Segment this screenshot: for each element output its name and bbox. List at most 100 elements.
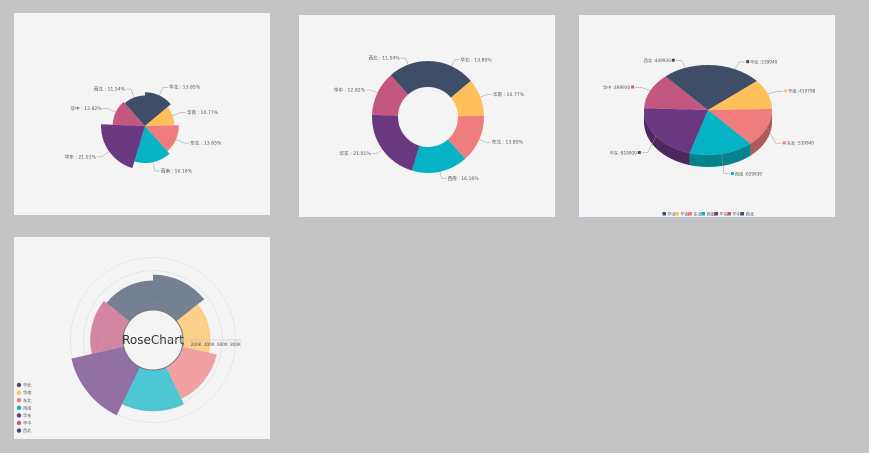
pie3d-side-华东 [644,110,690,166]
rosechart-legend-label-西北[interactable]: 西北 [23,427,32,434]
donut-label-西南-leader [439,171,447,179]
pie3d-slice-东北[interactable] [708,108,772,144]
donut-pie-chart: 华北 : 13.85% 华南 : 10.77% 东北 : 13.85% 西南 : 16… [334,55,525,182]
pie3d-label-swatch-华东 [637,150,641,154]
pie3d-leader-西北 [675,60,686,69]
pie3d-legend-swatch-华南[interactable] [675,212,680,216]
pie3d-label-swatch-华北 [746,60,750,64]
pie3d-label-西北: 西北 :449930 [644,57,671,64]
rosechart-axis-tick: 0 [182,342,185,347]
rosechart-legend-swatch-华南[interactable] [16,390,22,395]
rosechart-slice-东北[interactable] [166,346,217,399]
pie3d-legend-swatch-华东[interactable] [714,212,719,216]
pie3d-slice-华北[interactable] [708,65,757,110]
rosechart-legend-swatch-华北[interactable] [16,382,22,388]
pie3d-leader-华东 [641,136,657,154]
donut-slice-华中[interactable] [372,75,409,116]
rosechart-slice-华南[interactable] [176,304,211,353]
pie3d-legend-swatch-西北[interactable] [740,212,745,216]
pie3d-side-西南 [689,143,751,167]
pie3d-legend-swatch-西南[interactable] [701,212,706,216]
pie3d-slice-华中[interactable] [644,76,708,110]
rose-label-华南: 华南 : 10.77% [187,109,219,116]
donut-label-华南: 华南 : 10.77% [493,91,525,98]
rose-label-华南-leader [172,112,186,116]
rosechart-slice-华北[interactable] [153,274,205,322]
rose-label-西北: 西北 : 11.54% [94,86,126,93]
rosechart-legend-swatch-西南[interactable] [16,405,22,410]
rosechart-legend-label-华东[interactable]: 华东 [23,412,31,419]
rosechart-axis-tick: 200K [191,342,202,347]
donut-label-华中: 华中 : 12.82% [334,86,366,93]
rosechart-legend-label-华中[interactable]: 华中 [23,420,31,427]
rose-label-华东-leader [96,151,110,158]
rosechart-legend-swatch-华中[interactable] [16,420,22,426]
rosechart-legend-swatch-东北[interactable] [16,398,22,403]
rose-slice-华南[interactable] [145,107,175,126]
pie3d-label-swatch-华中 [631,85,635,89]
rose-label-华北-leader [159,86,169,96]
donut-slice-华南[interactable] [450,80,484,117]
pie-3d-chart: 华北 :539940 华南 :419798 东北 :539940 西南 :629930… [603,57,816,217]
rose-label-东北-leader [175,139,190,144]
rose-pie-panel: 华北 : 13.85% 华南 : 10.77% 东北 : 13.85% 西南 : 16… [13,12,271,216]
pie3d-slice-华南[interactable] [708,80,772,110]
pie3d-legend-label-西南[interactable]: 西南 [707,210,715,217]
rosechart-slice-华东[interactable] [71,346,140,416]
rosechart-slice-西北[interactable] [106,280,153,322]
pie3d-leader-东北 [766,127,782,144]
rose-label-华东: 华东 : 21.01% [65,153,97,160]
rose-slice-华中[interactable] [112,101,145,126]
pie3d-legend-swatch-华中[interactable] [727,212,732,216]
pie3d-label-swatch-西南 [730,171,734,175]
pie3d-label-swatch-东北 [782,141,786,145]
rosechart-legend-swatch-西北[interactable] [16,428,22,433]
pie3d-label-西南: 西南 :629930 [735,170,762,177]
pie-3d-panel: 华北 :539940 华南 :419798 东北 :539940 西南 :629930… [578,14,836,218]
pie3d-side-东北 [750,110,772,156]
donut-label-西南: 西南 : 16.16% [448,175,480,182]
donut-label-华北: 华北 : 13.85% [461,56,493,63]
donut-slice-西北[interactable] [390,61,428,95]
rose-slice-华东[interactable] [101,124,145,169]
rose-slice-西南[interactable] [134,126,170,164]
pie3d-legend-swatch-华北[interactable] [662,212,667,216]
rose-pie-chart: 华北 : 13.85% 华南 : 10.77% 东北 : 13.85% 西南 : 16… [65,84,222,175]
donut-slice-华东[interactable] [372,114,420,171]
pie3d-legend-label-华南[interactable]: 华南 [681,210,689,217]
rosechart-legend-label-华南[interactable]: 华南 [23,389,31,396]
rose-slice-华北[interactable] [145,92,171,126]
rose-label-华中-leader [102,108,116,113]
donut-slice-东北[interactable] [447,115,484,159]
donut-slice-西南[interactable] [411,139,466,174]
rosechart-slice-西南[interactable] [122,367,184,412]
rose-slice-东北[interactable] [145,125,179,152]
pie3d-legend-label-华东[interactable]: 华东 [720,210,728,217]
rose-slice-西北[interactable] [124,95,145,126]
rosechart-legend-label-西南[interactable]: 西南 [23,404,31,411]
pie3d-slice-西南[interactable] [689,110,751,156]
donut-label-东北-leader [479,139,491,143]
pie3d-legend-label-华北[interactable]: 华北 [668,210,677,217]
donut-label-华南-leader [480,94,492,98]
pie3d-leader-华中 [635,87,651,91]
rosechart-legend-label-东北[interactable]: 东北 [23,397,32,404]
donut-label-西北: 西北 : 11.54% [368,55,400,62]
rosechart-legend-label-华北[interactable]: 华北 [23,382,32,389]
rose-label-东北: 东北 : 13.85% [190,140,222,147]
pie3d-slice-华东[interactable] [644,108,708,154]
rose-label-西南-leader [152,162,160,172]
rose-label-华中: 华中 : 12.82% [71,105,103,112]
donut-label-西北-leader [400,57,409,65]
pie3d-legend-label-西北[interactable]: 西北 [746,210,755,217]
pie3d-legend-label-东北[interactable]: 东北 [694,210,703,217]
pie3d-slice-西北[interactable] [665,65,708,110]
donut-label-华东: 华东 : 21.01% [340,150,372,157]
donut-label-东北: 东北 : 13.85% [492,139,524,146]
pie3d-legend-label-华中[interactable]: 华中 [733,210,741,217]
donut-slice-华北[interactable] [428,61,471,98]
donut-pie-panel: 华北 : 13.85% 华南 : 10.77% 东北 : 13.85% 西南 : 16… [298,14,556,218]
rosechart-slice-华中[interactable] [90,300,130,354]
pie3d-legend-swatch-东北[interactable] [688,212,693,216]
rosechart-legend-swatch-华东[interactable] [16,413,22,418]
